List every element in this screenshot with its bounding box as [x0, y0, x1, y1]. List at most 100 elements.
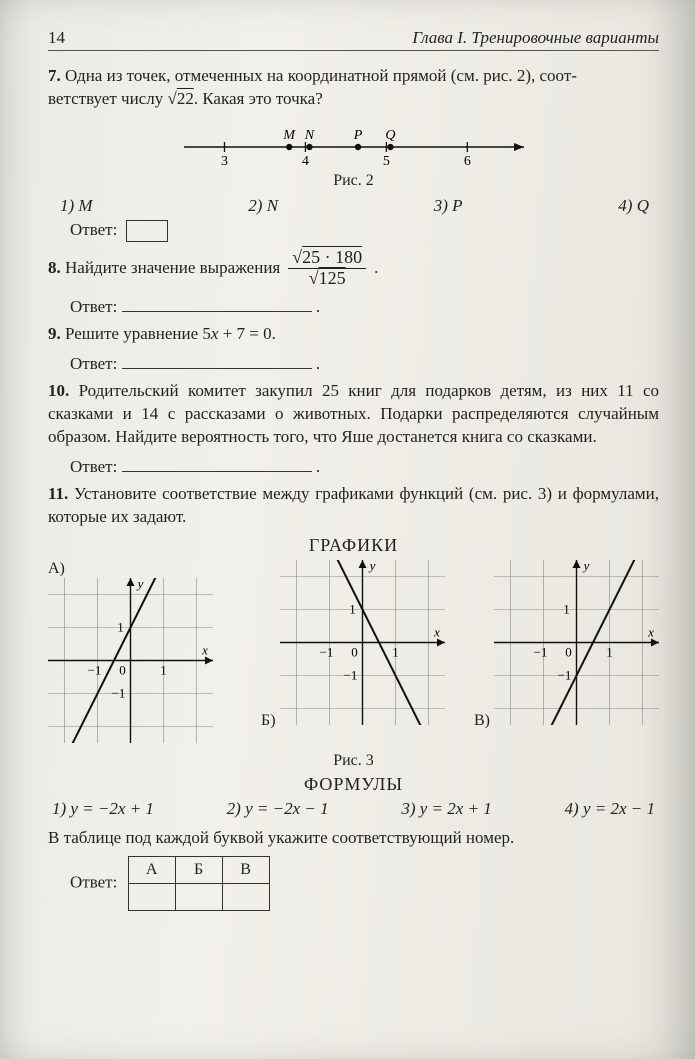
- graph-a-svg: x y 0 1 −1 1 −1: [48, 578, 213, 743]
- number-line-svg: 3456MNPQ: [174, 117, 534, 167]
- svg-text:0: 0: [351, 644, 358, 659]
- svg-text:1: 1: [349, 601, 356, 616]
- formula-3: 3) y = 2x + 1: [401, 799, 491, 819]
- problem-11-answer: Ответ: А Б В: [70, 856, 659, 911]
- svg-text:y: y: [367, 560, 375, 573]
- opt-q: 4) Q: [618, 196, 649, 216]
- svg-text:y: y: [136, 578, 144, 591]
- graph-c-svg: xy01−11−1: [494, 560, 659, 725]
- opt-m: 1) M: [60, 196, 93, 216]
- svg-text:4: 4: [301, 154, 308, 167]
- problem-7-text-a: Одна из точек, отмеченных на координатно…: [65, 66, 577, 85]
- problem-10-num: 10.: [48, 381, 69, 400]
- header-bar: 14 Глава I. Тренировочные варианты: [48, 28, 659, 51]
- graph-b: Б) x y 0 1 −1 1 −1: [261, 560, 446, 748]
- problem-10: 10. Родительский комитет закупил 25 книг…: [48, 380, 659, 449]
- col-c-val[interactable]: [222, 883, 269, 910]
- sqrt-icon: [167, 89, 176, 108]
- graph-b-svg: x y 0 1 −1 1 −1: [280, 560, 445, 725]
- chapter-title: Глава I. Тренировочные варианты: [412, 28, 659, 48]
- page: 14 Глава I. Тренировочные варианты 7. Од…: [0, 0, 695, 1059]
- problem-11-text: Установите соответствие между графиками …: [48, 484, 659, 526]
- svg-text:0: 0: [119, 662, 126, 677]
- period: .: [374, 257, 378, 280]
- problem-9-text: Решите уравнение 5x + 7 = 0.: [65, 324, 276, 343]
- problem-11-num: 11.: [48, 484, 68, 503]
- svg-text:−1: −1: [319, 644, 333, 659]
- svg-text:x: x: [647, 624, 654, 639]
- svg-text:1: 1: [160, 662, 167, 677]
- answer-blank-9[interactable]: [122, 352, 312, 369]
- frac-dot: ·: [325, 247, 331, 267]
- problem-7-answer: Ответ:: [70, 220, 659, 242]
- formulas-row: 1) y = −2x + 1 2) y = −2x − 1 3) y = 2x …: [52, 799, 655, 819]
- problem-11: 11. Установите соответствие между график…: [48, 483, 659, 529]
- graph-a-label: А): [48, 560, 65, 577]
- answer-box-7[interactable]: [126, 220, 168, 242]
- sqrt-icon: [292, 247, 302, 267]
- svg-text:x: x: [201, 642, 208, 657]
- svg-text:−1: −1: [534, 644, 548, 659]
- answer-blank-8[interactable]: [122, 295, 312, 312]
- svg-text:−1: −1: [88, 662, 102, 677]
- answer-label-11: Ответ:: [70, 872, 117, 891]
- problem-8-answer: Ответ: .: [70, 295, 659, 317]
- frac-den: 125: [319, 268, 346, 288]
- problem-7-text-b: ветствует числу: [48, 89, 167, 108]
- answer-label-9: Ответ:: [70, 354, 117, 373]
- col-a-val[interactable]: [128, 883, 175, 910]
- graph-c-label: В): [474, 712, 490, 729]
- svg-text:−1: −1: [112, 685, 126, 700]
- col-a: А: [128, 856, 175, 883]
- graph-c: В) xy01−11−1: [474, 560, 659, 748]
- formulas-heading: ФОРМУЛЫ: [48, 774, 659, 795]
- answer-table: А Б В: [128, 856, 270, 911]
- graphs-heading: ГРАФИКИ: [48, 535, 659, 556]
- problem-8-frac: 25 · 180 125: [288, 248, 366, 289]
- col-b: Б: [175, 856, 222, 883]
- formula-1: 1) y = −2x + 1: [52, 799, 154, 819]
- graphs-row: А) x y 0 1 −1 1 −1 Б) x y 0 1 −1 1 −1 В) x y 0 1 −1 1 −1: [48, 560, 659, 748]
- fig2-caption: Рис. 2: [48, 172, 659, 190]
- svg-text:1: 1: [606, 644, 613, 659]
- svg-text:1: 1: [392, 644, 399, 659]
- problem-9-answer: Ответ: .: [70, 352, 659, 374]
- problem-7-sqrt: 22: [177, 89, 194, 108]
- problem-9-num: 9.: [48, 324, 61, 343]
- svg-text:y: y: [582, 560, 590, 573]
- svg-text:N: N: [303, 128, 314, 143]
- col-c: В: [222, 856, 269, 883]
- svg-text:P: P: [352, 128, 362, 143]
- svg-text:0: 0: [565, 644, 572, 659]
- svg-text:1: 1: [117, 619, 124, 634]
- answer-label-10: Ответ:: [70, 457, 117, 476]
- opt-n: 2) N: [248, 196, 278, 216]
- formula-2: 2) y = −2x − 1: [227, 799, 329, 819]
- problem-10-text: Родительский комитет закупил 25 книг для…: [48, 381, 659, 446]
- answer-label-8: Ответ:: [70, 297, 117, 316]
- problem-8-text: Найдите значение выражения: [65, 258, 280, 277]
- svg-text:3: 3: [220, 154, 227, 167]
- frac-num-a: 25: [302, 247, 320, 267]
- svg-text:−1: −1: [343, 667, 357, 682]
- problem-8-num: 8.: [48, 258, 61, 277]
- svg-text:x: x: [433, 624, 440, 639]
- problem-11-instr: В таблице под каждой буквой укажите соот…: [48, 827, 659, 850]
- opt-p: 3) P: [434, 196, 463, 216]
- svg-text:6: 6: [463, 154, 470, 167]
- svg-text:5: 5: [382, 154, 389, 167]
- frac-num-b: 180: [335, 247, 362, 267]
- graph-b-label: Б): [261, 712, 276, 729]
- page-number: 14: [48, 28, 65, 48]
- answer-label-7: Ответ:: [70, 220, 117, 239]
- svg-text:−1: −1: [558, 667, 572, 682]
- answer-blank-10[interactable]: [122, 455, 312, 472]
- problem-10-answer: Ответ: .: [70, 455, 659, 477]
- col-b-val[interactable]: [175, 883, 222, 910]
- svg-text:Q: Q: [385, 128, 395, 143]
- formula-4: 4) y = 2x − 1: [565, 799, 655, 819]
- graph-a: А) x y 0 1 −1 1 −1: [48, 560, 233, 748]
- number-line-fig: 3456MNPQ Рис. 2: [48, 117, 659, 190]
- problem-9: 9. Решите уравнение 5x + 7 = 0.: [48, 323, 659, 346]
- problem-7: 7. Одна из точек, отмеченных на координа…: [48, 65, 659, 111]
